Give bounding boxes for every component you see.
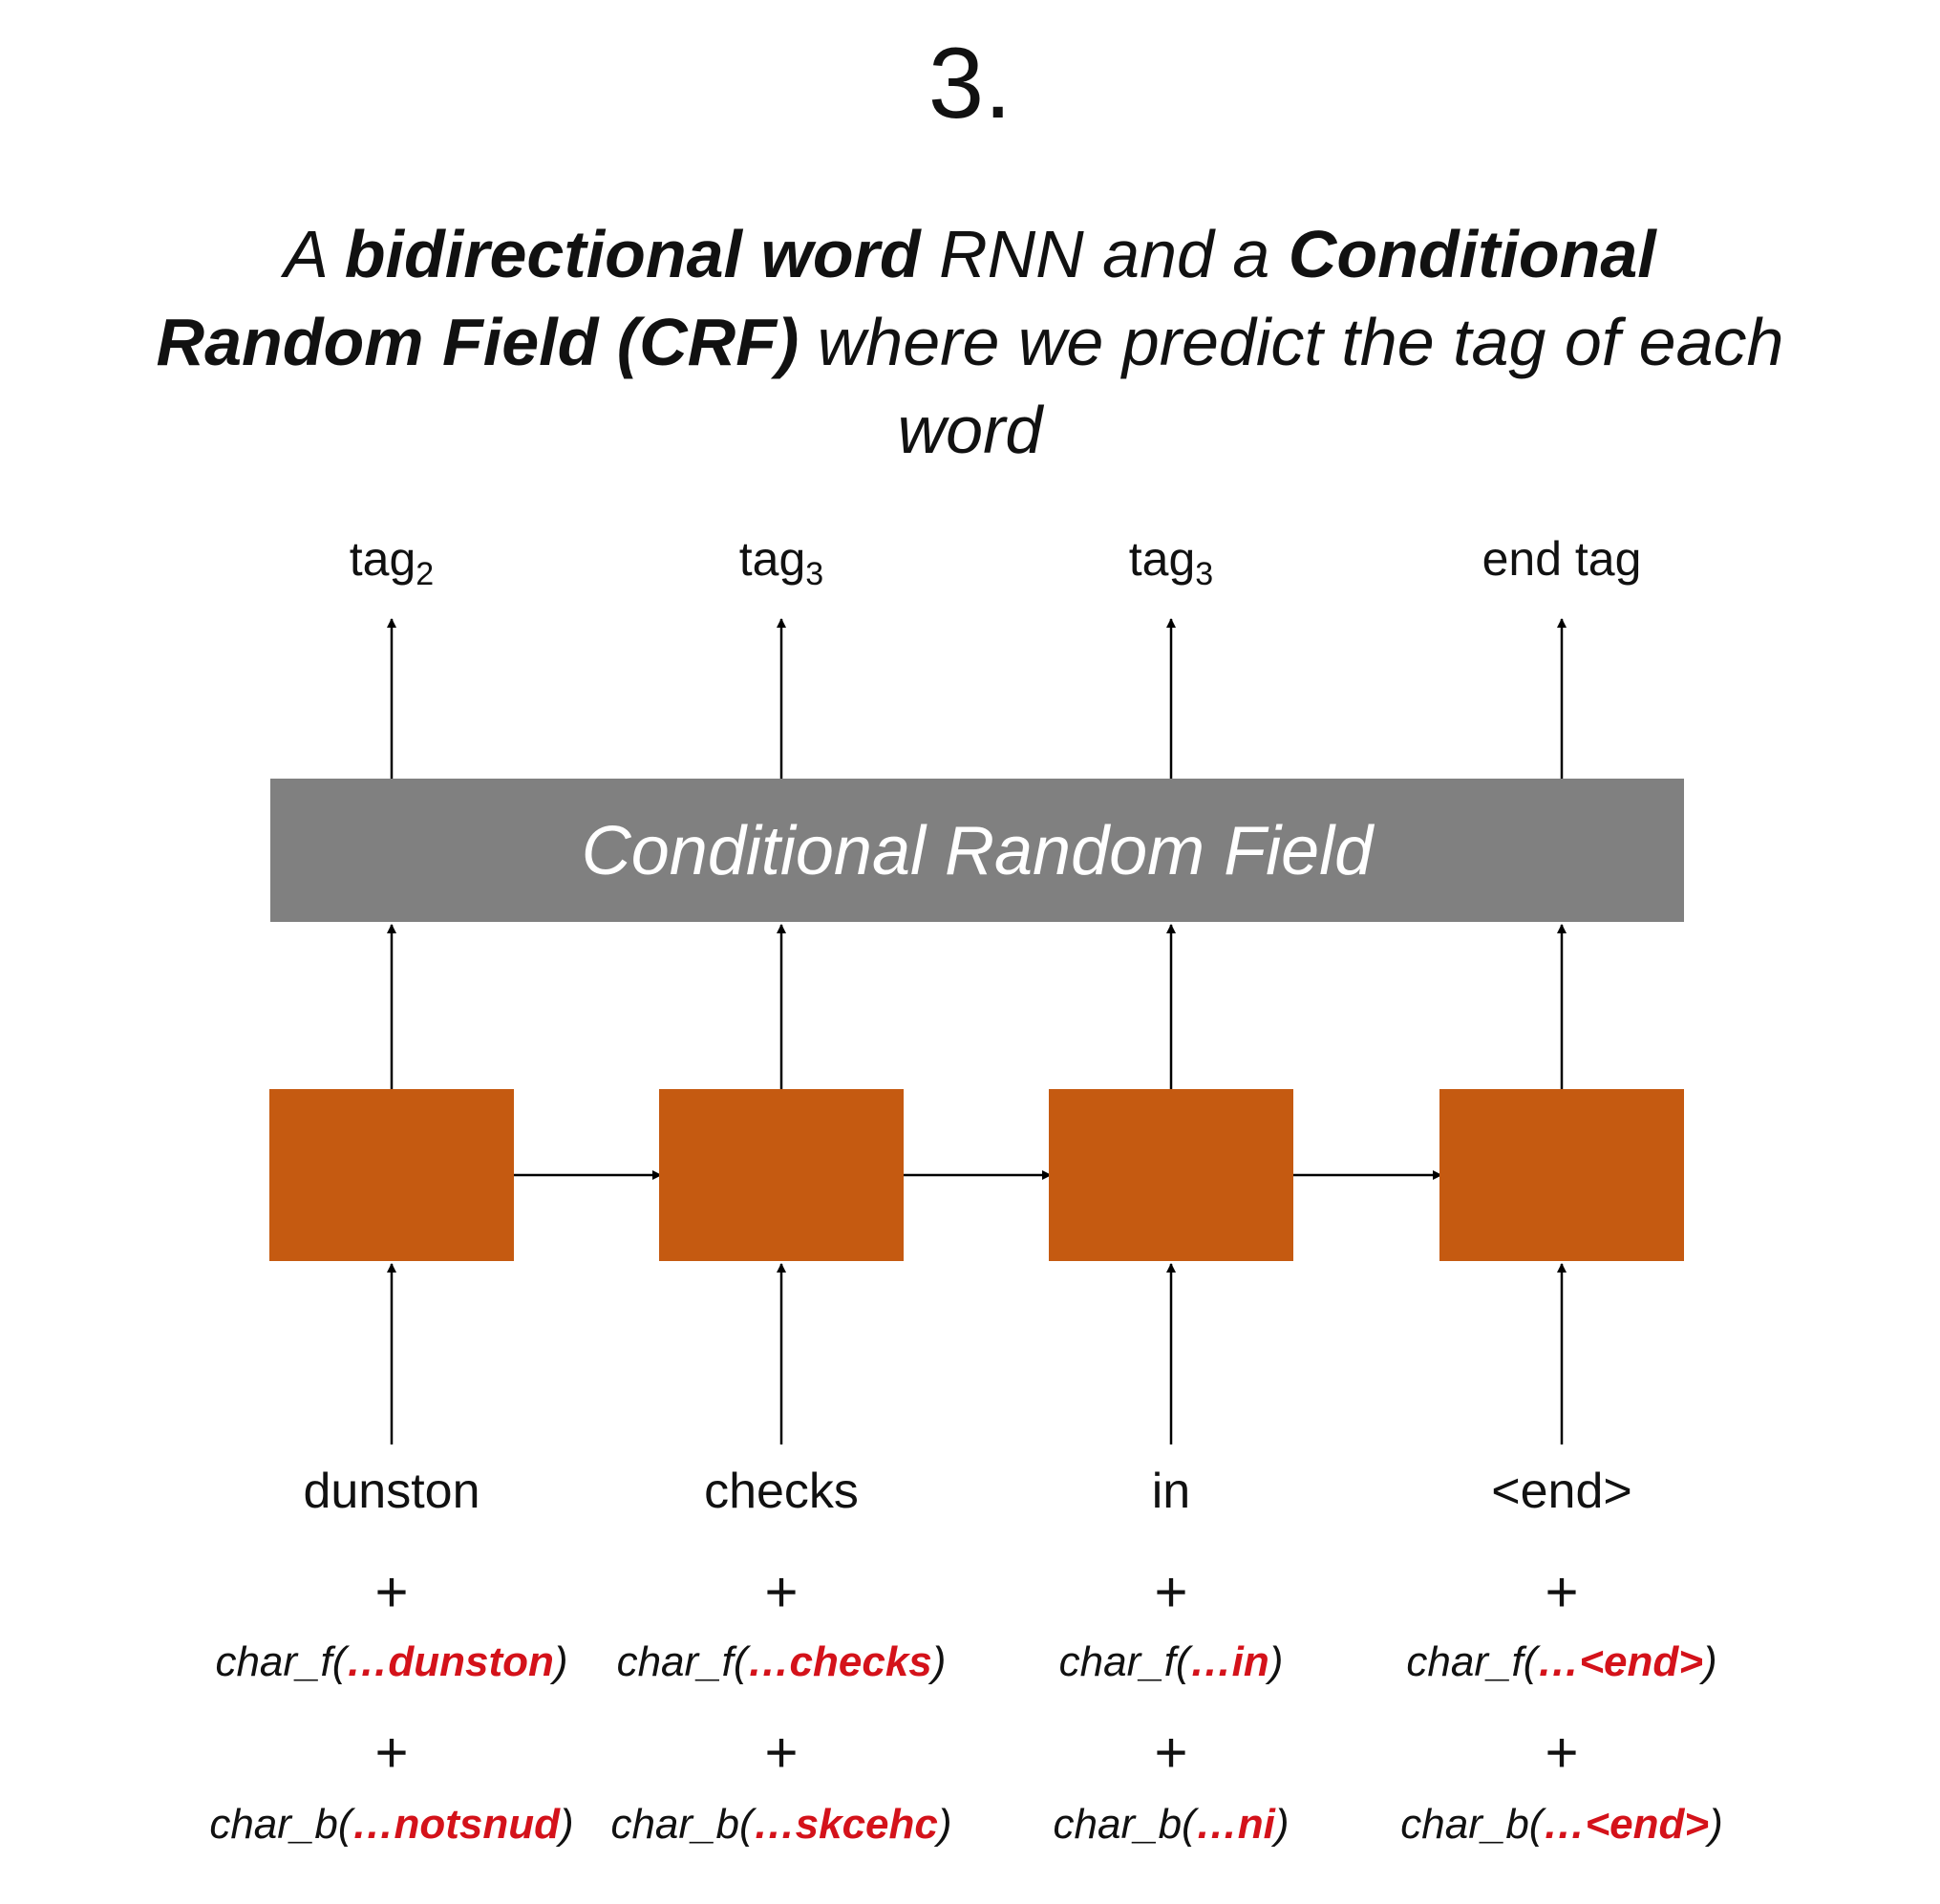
char-func-prefix: char_b( bbox=[209, 1801, 352, 1848]
step-number: 3. bbox=[927, 28, 1013, 139]
crf-layer: Conditional Random Field bbox=[270, 779, 1684, 922]
plus-sign: + bbox=[764, 1560, 799, 1624]
subtitle-emphasis: Conditional Random Field (CRF) bbox=[156, 217, 1656, 379]
crf-box bbox=[270, 779, 1684, 922]
plus-sign: + bbox=[764, 1721, 799, 1785]
char-backward-label: char_b(…ni) bbox=[961, 1804, 1381, 1846]
char-func-word: …in bbox=[1189, 1638, 1269, 1685]
char-backward-label: char_b(…notsnud) bbox=[181, 1804, 602, 1846]
rnn-cell bbox=[269, 1089, 514, 1261]
input-word: dunston bbox=[303, 1464, 480, 1519]
tag-subscript: 3 bbox=[1195, 556, 1214, 592]
tag-label: tag3 bbox=[638, 535, 925, 590]
char-func-suffix: ) bbox=[1709, 1801, 1723, 1848]
plus-sign: + bbox=[1545, 1560, 1579, 1624]
tag-subscript: 3 bbox=[805, 556, 824, 592]
plus-sign: + bbox=[1154, 1560, 1188, 1624]
char-func-word: …notsnud bbox=[352, 1801, 561, 1848]
arrows bbox=[387, 618, 1567, 1444]
char-func-suffix: ) bbox=[553, 1638, 568, 1685]
input-word: checks bbox=[704, 1464, 859, 1519]
plus-sign: + bbox=[1154, 1721, 1188, 1785]
char-func-suffix: ) bbox=[937, 1801, 952, 1848]
char-func-suffix: ) bbox=[560, 1801, 574, 1848]
input-word: in bbox=[1151, 1464, 1191, 1519]
char-func-prefix: char_f( bbox=[1058, 1638, 1190, 1685]
char-func-suffix: ) bbox=[931, 1638, 947, 1685]
char-func-word: …dunston bbox=[346, 1638, 554, 1685]
subtitle-text: where we predict the tag of each word bbox=[799, 305, 1784, 467]
plus-sign: + bbox=[1545, 1721, 1579, 1785]
char-func-suffix: ) bbox=[1702, 1638, 1717, 1685]
tag-text: end tag bbox=[1482, 532, 1642, 586]
tag-subscript: 2 bbox=[416, 556, 435, 592]
tag-text: tag bbox=[349, 532, 416, 586]
char-func-prefix: char_f( bbox=[616, 1638, 748, 1685]
rnn-cell bbox=[659, 1089, 904, 1261]
rnn-cell bbox=[1049, 1089, 1293, 1261]
subtitle-emphasis: bidirectional word bbox=[344, 217, 921, 291]
char-func-prefix: char_b( bbox=[1400, 1801, 1544, 1848]
char-forward-label: char_f(…checks) bbox=[571, 1641, 991, 1683]
slide-subtitle: A bidirectional word RNN and a Condition… bbox=[143, 210, 1797, 474]
char-func-prefix: char_b( bbox=[610, 1801, 754, 1848]
tag-text: tag bbox=[738, 532, 806, 586]
char-func-suffix: ) bbox=[1274, 1801, 1290, 1848]
subtitle-text: RNN and a bbox=[920, 217, 1289, 291]
char-func-word: …<end> bbox=[1543, 1801, 1710, 1848]
rnn-cell bbox=[1439, 1089, 1684, 1261]
plus-sign: + bbox=[374, 1721, 409, 1785]
crf-label: Conditional Random Field bbox=[582, 813, 1375, 889]
input-word: <end> bbox=[1491, 1464, 1632, 1519]
plus-sign: + bbox=[374, 1560, 409, 1624]
subtitle-text: A bbox=[284, 217, 345, 291]
char-forward-label: char_f(…<end>) bbox=[1352, 1641, 1772, 1683]
tag-label: tag3 bbox=[1028, 535, 1314, 590]
char-func-word: …checks bbox=[747, 1638, 932, 1685]
char-func-word: …ni bbox=[1195, 1801, 1275, 1848]
char-func-prefix: char_f( bbox=[1406, 1638, 1538, 1685]
char-func-suffix: ) bbox=[1268, 1638, 1284, 1685]
char-func-prefix: char_f( bbox=[215, 1638, 347, 1685]
tag-label: tag2 bbox=[248, 535, 535, 590]
char-backward-label: char_b(…<end>) bbox=[1352, 1804, 1772, 1846]
char-forward-label: char_f(…in) bbox=[961, 1641, 1381, 1683]
char-func-word: …<end> bbox=[1537, 1638, 1703, 1685]
char-func-prefix: char_b( bbox=[1053, 1801, 1196, 1848]
tag-text: tag bbox=[1128, 532, 1196, 586]
tag-label: end tag bbox=[1418, 535, 1705, 590]
char-func-word: …skcehc bbox=[753, 1801, 938, 1848]
rnn-cells bbox=[269, 1089, 1684, 1261]
char-forward-label: char_f(…dunston) bbox=[181, 1641, 602, 1683]
char-backward-label: char_b(…skcehc) bbox=[571, 1804, 991, 1846]
